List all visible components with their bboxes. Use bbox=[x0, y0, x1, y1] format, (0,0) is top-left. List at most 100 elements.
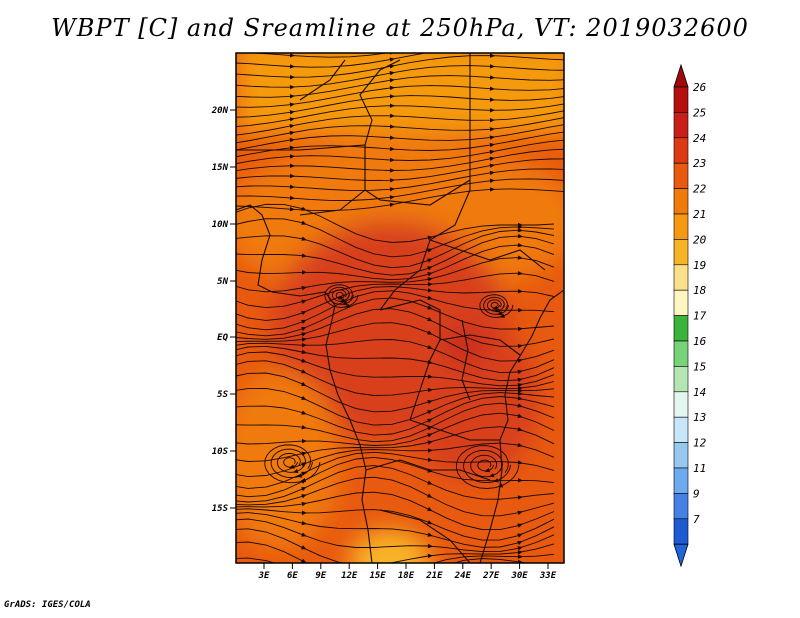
border-6 bbox=[429, 239, 546, 271]
streamline-arrowhead bbox=[427, 448, 433, 453]
streamline-arrowhead bbox=[427, 235, 433, 241]
streamline-arrowhead bbox=[301, 342, 307, 348]
streamline-arrowhead bbox=[342, 300, 348, 306]
streamline-arrowhead bbox=[289, 137, 295, 143]
colorbar-label: 15 bbox=[693, 360, 706, 373]
streamline-arrowhead bbox=[489, 163, 495, 168]
streamline-arrowhead bbox=[427, 305, 433, 310]
streamline-arrowhead bbox=[517, 403, 523, 408]
streamline-arrowhead bbox=[301, 572, 306, 576]
streamline bbox=[236, 518, 555, 553]
streamline-arrowhead bbox=[517, 228, 523, 233]
colorbar-segment bbox=[673, 518, 689, 545]
streamline-arrowhead bbox=[489, 64, 495, 69]
streamline-arrowhead bbox=[517, 442, 523, 448]
colorbar-segment bbox=[673, 213, 689, 240]
colorbar-label: 17 bbox=[693, 310, 707, 323]
streamline-arrowhead bbox=[489, 97, 495, 102]
streamline-arrowhead bbox=[289, 184, 295, 189]
streamline-arrowhead bbox=[289, 110, 295, 115]
streamline-arrowhead bbox=[427, 277, 433, 282]
colorbar-label: 12 bbox=[693, 437, 707, 450]
streamline-arrowhead bbox=[301, 471, 307, 476]
streamline-arrowhead bbox=[289, 163, 295, 168]
border-11 bbox=[379, 509, 471, 563]
colorbar-label: 26 bbox=[693, 81, 707, 94]
streamline bbox=[236, 139, 564, 165]
streamline bbox=[236, 465, 555, 503]
streamline-arrowhead bbox=[389, 157, 395, 163]
streamlines bbox=[236, 53, 564, 563]
streamline-arrowhead bbox=[489, 149, 495, 155]
streamline-arrowhead bbox=[427, 258, 433, 263]
streamline-arrowhead bbox=[301, 358, 307, 363]
streamline-arrowhead bbox=[339, 298, 346, 303]
streamline-arrowhead bbox=[389, 94, 395, 99]
streamline-arrowhead bbox=[301, 332, 307, 337]
streamline-arrowhead bbox=[427, 426, 433, 431]
streamline-arrowhead bbox=[301, 369, 307, 374]
streamline-arrowhead bbox=[301, 520, 307, 526]
streamline bbox=[236, 512, 555, 548]
streamline-arrowhead bbox=[517, 255, 523, 260]
streamline-arrowhead bbox=[427, 295, 433, 300]
streamline-arrowhead bbox=[517, 288, 523, 294]
streamline-arrowhead bbox=[427, 493, 433, 498]
colorbar-segment bbox=[673, 239, 689, 266]
streamline bbox=[236, 491, 555, 531]
streamline-arrowhead bbox=[289, 123, 295, 129]
streamline bbox=[236, 131, 564, 158]
lon-label: 30E bbox=[510, 571, 528, 581]
streamline-arrowhead bbox=[301, 487, 307, 492]
streamline-arrowhead bbox=[517, 427, 523, 432]
lat-label: EQ bbox=[217, 333, 228, 343]
streamline-arrowhead bbox=[301, 253, 307, 258]
streamline-arrowhead bbox=[301, 532, 307, 537]
streamline-arrowhead bbox=[337, 295, 343, 300]
streamline-arrowhead bbox=[489, 135, 495, 140]
streamline-arrowhead bbox=[517, 460, 523, 465]
streamline bbox=[236, 178, 564, 201]
streamline-arrowhead bbox=[389, 195, 395, 200]
streamline-arrowhead bbox=[489, 178, 495, 183]
streamline-arrowhead bbox=[497, 483, 504, 488]
streamline-arrowhead bbox=[301, 206, 307, 211]
lat-label: 10N bbox=[212, 220, 229, 230]
streamline-arrowhead bbox=[289, 84, 295, 90]
streamline bbox=[236, 402, 555, 443]
lon-label: 9E bbox=[315, 571, 326, 581]
streamline bbox=[236, 396, 555, 436]
streamline-arrowhead bbox=[489, 53, 495, 58]
colorbar-segment bbox=[673, 162, 689, 189]
streamline-arrowhead bbox=[517, 343, 523, 349]
streamline-arrowhead bbox=[490, 34, 495, 38]
streamline bbox=[236, 372, 555, 413]
streamline bbox=[236, 53, 428, 68]
streamline-arrowhead bbox=[493, 478, 499, 483]
streamline bbox=[236, 508, 555, 541]
streamline-arrowhead bbox=[389, 64, 395, 69]
streamline-arrowhead bbox=[301, 510, 307, 516]
streamline-arrowhead bbox=[517, 307, 523, 313]
streamline-arrowhead bbox=[427, 410, 433, 415]
lat-label: 15S bbox=[212, 504, 229, 514]
streamline-arrowhead bbox=[301, 349, 307, 355]
streamline-arrowhead bbox=[289, 154, 295, 159]
coastline-west-africa bbox=[236, 204, 373, 563]
colorbar-segment bbox=[673, 366, 689, 393]
streamline bbox=[236, 272, 555, 309]
border-5 bbox=[299, 59, 346, 101]
streamline-arrowhead bbox=[489, 86, 495, 91]
lon-label: 33E bbox=[539, 571, 557, 581]
streamline-arrowhead bbox=[289, 195, 295, 201]
streamline bbox=[236, 103, 564, 127]
streamline-arrowhead bbox=[499, 313, 505, 318]
streamline-arrowhead bbox=[489, 142, 495, 148]
streamline-arrowhead bbox=[492, 305, 498, 310]
colorbar-segment bbox=[673, 264, 689, 291]
streamline-arrowhead bbox=[389, 85, 395, 91]
streamline-arrowhead bbox=[427, 317, 433, 322]
streamline-arrowhead bbox=[517, 224, 523, 230]
streamline-arrowhead bbox=[427, 418, 433, 423]
colorbar-label: 9 bbox=[693, 487, 700, 500]
